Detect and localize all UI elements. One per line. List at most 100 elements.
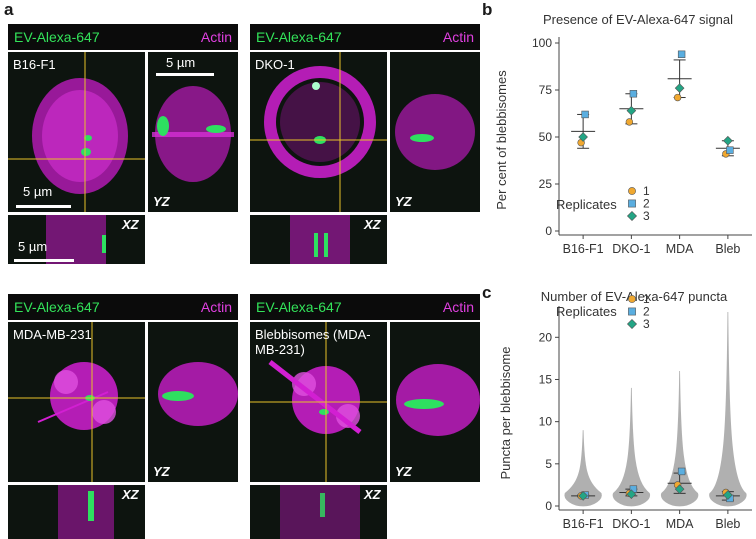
- point-replicate-1: [673, 93, 682, 102]
- channel-actin-label: Actin: [442, 29, 474, 45]
- x-tick-label: MDA: [666, 242, 694, 256]
- yz-label: YZ: [153, 194, 170, 209]
- point-replicate-3: [674, 83, 685, 93]
- micrograph-panel-dko1: EV-Alexa-647 Actin DKO-1 YZ XZ: [250, 24, 480, 264]
- y-axis-label: Puncta per blebbisome: [498, 347, 513, 480]
- point-replicate-3: [723, 490, 733, 500]
- legend-marker-2: [628, 199, 636, 208]
- violin-MDA: [660, 371, 699, 507]
- y-tick-label: 75: [539, 83, 553, 97]
- chart-presence: Presence of EV-Alexa-647 signal Per cent…: [494, 12, 752, 256]
- xy-view: MDA-MB-231: [8, 322, 145, 482]
- y-tick-label: 20: [539, 330, 553, 344]
- xy-view: DKO-1: [250, 52, 387, 212]
- xz-view: XZ: [250, 215, 387, 264]
- data-marks: [571, 50, 740, 158]
- xz-label: XZ: [122, 217, 139, 232]
- legend-label: 2: [643, 305, 650, 319]
- channel-ev-label: EV-Alexa-647: [14, 299, 100, 315]
- channel-header: EV-Alexa-647 Actin: [8, 24, 238, 50]
- scale-label-xz: 5 µm: [18, 239, 48, 254]
- channel-ev-label: EV-Alexa-647: [256, 29, 342, 45]
- channel-actin-label: Actin: [200, 29, 232, 45]
- legend: Replicates 123: [556, 292, 650, 331]
- point-replicate-3: [578, 132, 588, 142]
- axes: 0 25 50 75 100 B16-F1 DKO-1 MDA Bleb: [532, 36, 752, 256]
- legend-label: 1: [643, 184, 650, 198]
- yz-image: [396, 364, 480, 436]
- point-replicate-3: [723, 135, 733, 146]
- micrograph-panel-b16f1: EV-Alexa-647 Actin B16-F1 5 µm 5 µm YZ: [8, 24, 238, 264]
- violin-Bleb: [709, 311, 747, 507]
- yz-view: YZ: [390, 52, 480, 212]
- channel-actin-label: Actin: [442, 299, 474, 315]
- y-axis-label: Per cent of blebbisomes: [494, 70, 509, 210]
- legend-marker-1: [628, 295, 636, 303]
- xz-image: [290, 215, 350, 264]
- channel-ev-label: EV-Alexa-647: [14, 29, 100, 45]
- xy-image: [250, 322, 387, 482]
- point-replicate-2: [581, 110, 589, 119]
- xz-view: XZ: [250, 485, 387, 539]
- y-tick-label: 50: [539, 130, 553, 144]
- violin-B16-F1: [564, 430, 602, 507]
- legend: Replicates 123: [556, 184, 650, 223]
- y-tick-label: 0: [545, 224, 552, 238]
- point-replicate-2: [677, 50, 686, 58]
- x-tick-label: B16-F1: [563, 242, 604, 256]
- yz-view: YZ: [148, 322, 238, 482]
- x-tick-label: DKO-1: [612, 517, 650, 531]
- micrograph-panel-bleb: EV-Alexa-647 Actin Blebbisomes (MDA-MB-2…: [250, 294, 480, 539]
- chart-title: Presence of EV-Alexa-647 signal: [543, 12, 733, 27]
- legend-marker-1: [628, 187, 636, 195]
- xy-image: [8, 322, 145, 482]
- legend-title: Replicates: [556, 197, 617, 212]
- point-replicate-1: [625, 118, 634, 126]
- cell-name: DKO-1: [255, 57, 295, 72]
- yz-image: [152, 73, 234, 182]
- scale-label-yz: 5 µm: [166, 55, 196, 70]
- legend-marker-3: [626, 318, 638, 330]
- point-replicate-2: [726, 146, 734, 154]
- scale-label: 5 µm: [23, 184, 53, 199]
- chart-puncta: Number of EV-Alexa-647 puncta Puncta per…: [498, 289, 752, 531]
- x-tick-label: Bleb: [715, 242, 740, 256]
- panel-label-a: a: [4, 0, 14, 19]
- legend-label: 1: [643, 292, 650, 306]
- yz-image: [395, 94, 475, 170]
- xz-view: XZ: [8, 485, 145, 539]
- xz-label: XZ: [122, 487, 139, 502]
- xz-view: XZ: [8, 215, 145, 264]
- legend-label: 3: [643, 209, 650, 223]
- point-replicate-3: [578, 491, 588, 501]
- point-replicate-2: [629, 90, 638, 98]
- channel-header: EV-Alexa-647 Actin: [8, 294, 238, 320]
- channel-ev-label: EV-Alexa-647: [256, 299, 342, 315]
- y-tick-label: 0: [545, 499, 552, 513]
- cell-name: MDA-MB-231: [13, 327, 92, 342]
- y-tick-label: 100: [532, 36, 552, 50]
- legend-label: 2: [643, 197, 650, 211]
- xz-label: XZ: [364, 487, 381, 502]
- xz-image: [280, 485, 360, 539]
- point-replicate-2: [677, 467, 686, 476]
- yz-label: YZ: [395, 464, 412, 479]
- channel-header: EV-Alexa-647 Actin: [250, 24, 480, 50]
- legend-title: Replicates: [556, 304, 617, 319]
- y-tick-label: 10: [539, 415, 553, 429]
- xy-image: [8, 52, 145, 212]
- point-replicate-3: [626, 105, 637, 116]
- cell-name: Blebbisomes (MDA-MB-231): [255, 327, 371, 357]
- channel-actin-label: Actin: [200, 299, 232, 315]
- x-tick-label: DKO-1: [612, 242, 650, 256]
- y-tick-label: 5: [545, 457, 552, 471]
- xy-image: [250, 52, 387, 212]
- panel-label-b: b: [482, 0, 493, 19]
- yz-image: [158, 362, 238, 426]
- yz-label: YZ: [395, 194, 412, 209]
- x-tick-label: Bleb: [715, 517, 740, 531]
- legend-label: 3: [643, 317, 650, 331]
- data-marks: [571, 467, 740, 503]
- x-tick-label: MDA: [666, 517, 694, 531]
- violins: [564, 311, 747, 507]
